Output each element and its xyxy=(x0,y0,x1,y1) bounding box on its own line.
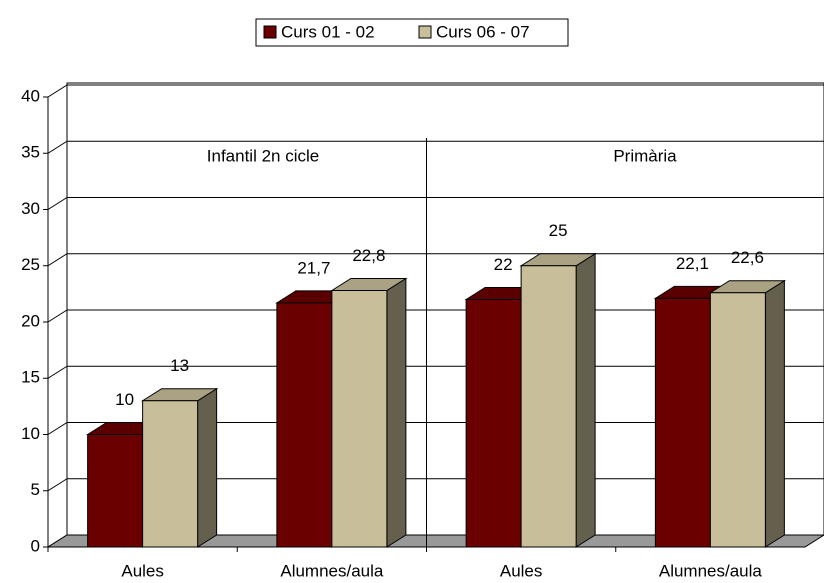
y-tick-label: 40 xyxy=(21,86,40,105)
bar-face xyxy=(654,297,711,548)
y-tick-label: 20 xyxy=(21,311,40,330)
grid-line xyxy=(47,478,68,492)
bar-face xyxy=(142,400,199,548)
bar-face xyxy=(575,252,596,548)
data-label: 22,6 xyxy=(731,248,764,267)
x-tick-label: Aules xyxy=(500,561,543,580)
legend-swatch xyxy=(418,25,432,39)
bar-face xyxy=(764,279,785,548)
data-label: 22,1 xyxy=(676,254,709,273)
legend-label: Curs 06 - 07 xyxy=(436,22,530,41)
annotation: Infantil 2n cicle xyxy=(207,146,319,165)
x-tick-label: Alumnes/aula xyxy=(280,561,384,580)
x-tick-label: Alumnes/aula xyxy=(659,561,763,580)
y-tick-label: 35 xyxy=(21,143,40,162)
legend-label: Curs 01 - 02 xyxy=(281,22,375,41)
grid-line xyxy=(47,197,68,210)
grid-line xyxy=(47,365,68,379)
annotation: Primària xyxy=(613,146,677,165)
bar-face xyxy=(276,302,333,548)
legend-box xyxy=(255,18,569,47)
y-tick-label: 10 xyxy=(21,424,40,443)
legend-swatch xyxy=(263,25,277,39)
y-tick-label: 5 xyxy=(31,480,40,499)
bar xyxy=(519,252,597,548)
x-tick-label: Aules xyxy=(121,561,164,580)
bar xyxy=(140,387,219,548)
y-tick-label: 25 xyxy=(21,255,40,274)
y-tick-label: 0 xyxy=(31,536,40,555)
bar xyxy=(708,279,787,548)
bar-face xyxy=(386,277,407,548)
bar-face xyxy=(87,434,144,548)
grid-line xyxy=(47,140,68,154)
bar-face xyxy=(197,387,218,548)
bar xyxy=(330,277,408,548)
bar-face xyxy=(520,265,577,548)
bar-face xyxy=(331,290,388,548)
grid-line xyxy=(47,253,68,267)
data-label: 25 xyxy=(549,221,568,240)
data-label: 13 xyxy=(170,356,189,375)
y-tick-label: 30 xyxy=(21,199,40,218)
grid-line xyxy=(47,84,68,98)
grid-line xyxy=(47,422,68,435)
bar-face xyxy=(709,292,766,548)
data-label: 10 xyxy=(115,390,134,409)
data-label: 22 xyxy=(494,255,513,274)
data-label: 22,8 xyxy=(352,246,385,265)
y-tick-label: 15 xyxy=(21,368,40,387)
bar-face xyxy=(465,299,522,548)
grid-line xyxy=(47,309,68,323)
data-label: 21,7 xyxy=(297,258,330,277)
